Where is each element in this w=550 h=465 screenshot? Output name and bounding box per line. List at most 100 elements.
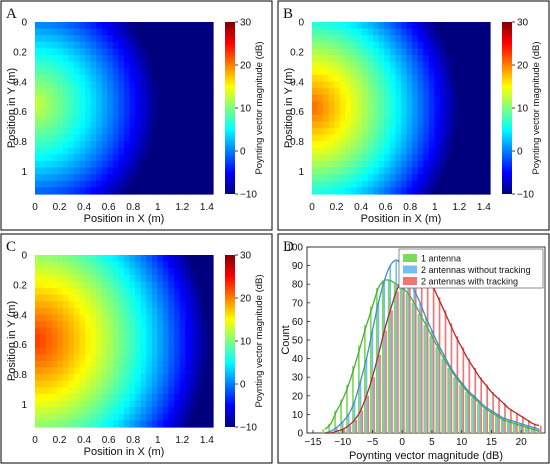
heatmap-cell xyxy=(378,81,385,89)
heatmap-cell xyxy=(484,74,491,83)
heatmap-cell xyxy=(146,22,153,30)
heatmap-cell xyxy=(51,407,58,415)
heatmap-cell xyxy=(124,167,131,175)
heatmap-cell xyxy=(384,174,391,182)
heatmap-cell xyxy=(107,393,114,402)
heatmap-cell xyxy=(73,88,81,96)
heatmap-cell xyxy=(96,174,103,182)
heatmap-cell xyxy=(456,28,463,36)
heatmap-cell xyxy=(146,281,153,289)
heatmap-cell xyxy=(96,347,103,355)
heatmap-cell xyxy=(356,174,363,182)
heatmap-cell xyxy=(339,55,346,63)
heatmap-cell xyxy=(112,180,120,188)
heatmap-cell xyxy=(484,141,491,149)
heatmap-cell xyxy=(196,55,203,63)
heatmap-cell xyxy=(151,74,158,83)
heatmap-cell xyxy=(79,88,86,96)
heatmap-cell xyxy=(68,393,75,402)
heatmap-cell xyxy=(68,81,75,89)
heatmap-cell xyxy=(179,327,186,335)
heatmap-cell xyxy=(179,68,186,76)
heatmap-cell xyxy=(423,61,430,69)
heatmap-cell xyxy=(456,174,463,182)
heatmap-cell xyxy=(79,141,86,149)
heatmap-cell xyxy=(40,114,47,122)
heatmap-cell xyxy=(73,174,81,182)
heatmap-cell xyxy=(118,301,125,309)
heatmap-cell xyxy=(57,347,64,355)
heatmap-cell xyxy=(473,22,480,30)
heatmap-cell xyxy=(85,327,92,335)
heatmap-cell xyxy=(185,255,192,263)
heatmap-cell xyxy=(174,420,181,428)
heatmap-cell xyxy=(135,413,142,421)
heatmap-cell xyxy=(451,160,458,169)
heatmap-cell xyxy=(129,374,136,382)
heatmap-cell xyxy=(107,114,114,122)
heatmap-cell xyxy=(350,160,358,169)
heatmap-cell xyxy=(412,108,419,116)
x-tick-label: 1 xyxy=(155,435,161,446)
x-tick-label: 0.2 xyxy=(53,202,67,213)
heatmap-cell xyxy=(389,94,397,102)
heatmap-cell xyxy=(146,354,153,362)
heatmap-cell xyxy=(118,354,125,362)
heatmap-cell xyxy=(157,74,164,83)
heatmap-cell xyxy=(51,321,58,329)
heatmap-cell xyxy=(317,94,324,102)
heatmap-cell xyxy=(62,141,69,149)
heatmap-cell xyxy=(129,360,136,369)
bar-2-antennas-without-tracking xyxy=(413,289,415,433)
heatmap-cell xyxy=(478,180,486,188)
heatmap-cell xyxy=(57,367,64,375)
heatmap-cell xyxy=(46,400,53,408)
heatmap-cell xyxy=(345,35,352,43)
heatmap-cell xyxy=(428,88,435,96)
heatmap-cell xyxy=(46,288,53,296)
heatmap-cell xyxy=(112,147,120,155)
heatmap-cell xyxy=(85,261,92,269)
heatmap-cell xyxy=(174,334,181,342)
heatmap-cell xyxy=(129,61,136,69)
heatmap-cell xyxy=(96,307,103,316)
heatmap-cell xyxy=(112,127,120,136)
heatmap-cell xyxy=(162,367,170,375)
heatmap-cell xyxy=(317,160,324,169)
heatmap-cell xyxy=(151,35,158,43)
heatmap-cell xyxy=(129,347,136,355)
heatmap-cell xyxy=(124,420,131,428)
heatmap-cell xyxy=(196,255,203,263)
heatmap-cell xyxy=(428,174,435,182)
heatmap-cell xyxy=(157,387,164,395)
panel-border xyxy=(277,233,550,464)
heatmap-cell xyxy=(179,141,186,149)
heatmap-cell xyxy=(157,127,164,136)
heatmap-cell xyxy=(129,387,136,395)
heatmap-cell xyxy=(85,413,92,421)
heatmap-cell xyxy=(107,28,114,36)
heatmap-cell xyxy=(129,174,136,182)
heatmap-cell xyxy=(35,28,42,36)
heatmap-cell xyxy=(345,167,352,175)
heatmap-cell xyxy=(35,274,42,283)
heatmap-cell xyxy=(79,400,86,408)
heatmap-cell xyxy=(367,154,374,162)
heatmap-cell xyxy=(412,187,419,195)
heatmap-cell xyxy=(384,28,391,36)
heatmap-cell xyxy=(356,68,363,76)
heatmap-cell xyxy=(51,114,58,122)
heatmap-cell xyxy=(96,314,103,322)
heatmap-cell xyxy=(68,407,75,415)
heatmap-cell xyxy=(207,160,214,169)
heatmap-cell xyxy=(57,268,64,276)
heatmap-cell xyxy=(112,261,120,269)
heatmap-cell xyxy=(135,68,142,76)
heatmap-cell xyxy=(124,61,131,69)
heatmap-cell xyxy=(478,187,486,195)
heatmap-cell xyxy=(417,88,424,96)
heatmap-cell xyxy=(412,160,419,169)
heatmap-cell xyxy=(317,68,324,76)
heatmap-cell xyxy=(68,35,75,43)
heatmap-cell xyxy=(101,134,108,142)
